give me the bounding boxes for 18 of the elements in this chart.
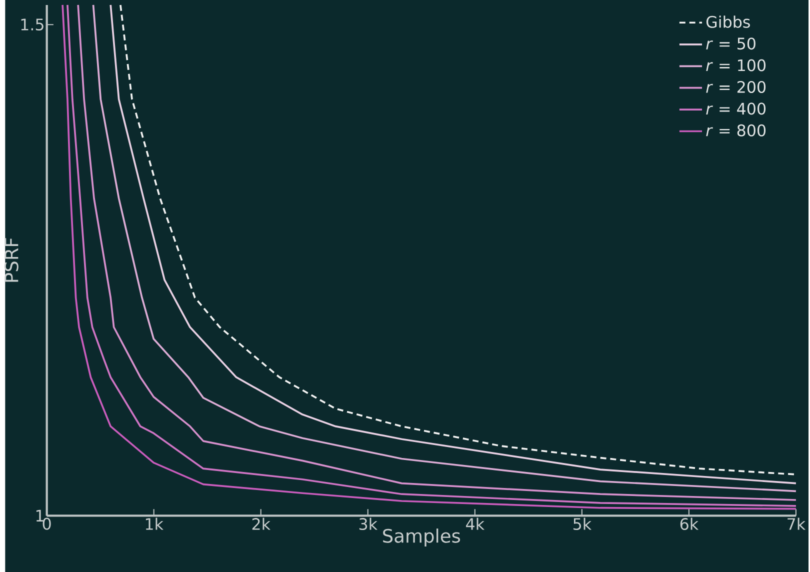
x-axis-title: Samples: [383, 528, 460, 546]
x-tick-label: 0: [42, 518, 51, 530]
y-axis-title: PSRF: [4, 238, 18, 282]
legend-label: r = 100: [706, 59, 766, 72]
y-tick-label: 1.5: [21, 18, 44, 30]
legend-label: Gibbs: [706, 15, 750, 28]
legend-label: r = 200: [706, 80, 766, 93]
x-tick-label: 7k: [788, 518, 806, 530]
x-tick-label: 6k: [680, 518, 699, 530]
legend-label: r = 800: [706, 124, 766, 136]
x-tick-label: 2k: [252, 518, 270, 530]
legend-label: r = 400: [706, 102, 766, 115]
x-tick-label: 5k: [573, 518, 592, 530]
legend-label: r = 50: [706, 37, 756, 50]
y-tick-label: 1: [36, 510, 44, 522]
x-tick-label: 3k: [359, 518, 378, 530]
x-tick-label: 1k: [146, 518, 164, 530]
x-tick-label: 4k: [466, 518, 484, 530]
